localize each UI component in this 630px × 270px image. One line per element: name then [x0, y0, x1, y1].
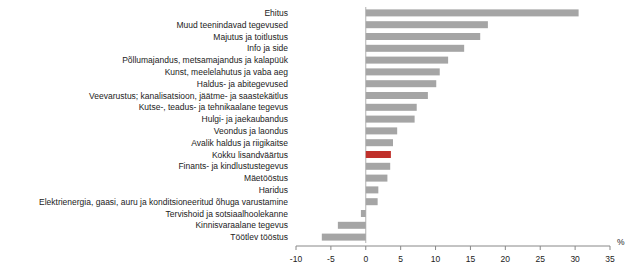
category-label: Kinnisvaraalane tegevus	[195, 220, 288, 230]
bar	[366, 80, 436, 87]
category-label: Kutse-, teadus- ja tehnikaalane tegevus	[139, 102, 288, 112]
x-tick	[610, 246, 611, 250]
bar	[322, 234, 366, 241]
x-tick-label: 15	[466, 254, 476, 264]
bar	[366, 57, 448, 64]
x-tick	[365, 246, 366, 250]
category-label: Ehitus	[264, 8, 288, 18]
bar	[366, 68, 440, 75]
x-tick	[470, 246, 471, 250]
category-label: Veevarustus; kanalisatsioon, jäätme- ja …	[89, 91, 288, 101]
category-label: Mäetööstus	[244, 173, 288, 183]
x-tick-label: 0	[363, 254, 368, 264]
x-tick	[540, 246, 541, 250]
category-label: Info ja side	[247, 43, 288, 53]
category-label: Veondus ja laondus	[214, 126, 288, 136]
x-tick-label: -10	[290, 254, 303, 264]
category-label: Haldus- ja abitegevused	[197, 79, 288, 89]
category-label: Põllumajandus, metsamajandus ja kalapüük	[122, 55, 289, 65]
x-tick	[330, 246, 331, 250]
category-label: Elektrienergia, gaasi, auru ja konditsio…	[39, 197, 288, 207]
x-axis	[296, 246, 610, 247]
bar	[366, 186, 379, 193]
x-tick	[505, 246, 506, 250]
bar	[366, 175, 388, 182]
category-label: Hulgi- ja jaekaubandus	[202, 114, 288, 124]
x-tick-label: 35	[605, 254, 615, 264]
category-label: Avalik haldus ja riigikaitse	[191, 138, 288, 148]
zero-line	[365, 7, 366, 243]
x-tick-label: 30	[570, 254, 580, 264]
category-label: Haridus	[259, 185, 288, 195]
bar	[338, 222, 366, 229]
category-label: Kokku lisandväärtus	[212, 150, 288, 160]
category-label: Muud teenindavad tegevused	[176, 20, 288, 30]
category-label: Finants- ja kindlustustegevus	[178, 161, 288, 171]
x-tick	[296, 246, 297, 250]
chart: Ehitus Muud teenindavad tegevused Majutus …	[0, 0, 630, 270]
category-label: Tervishoid ja sotsiaalhoolekanne	[166, 209, 289, 219]
bar	[366, 116, 415, 123]
bar	[366, 151, 391, 158]
bar	[366, 9, 579, 16]
bar	[366, 21, 488, 28]
bar	[366, 92, 428, 99]
category-label: Majutus ja toitlustus	[213, 32, 288, 42]
bar	[366, 45, 464, 52]
bar	[361, 210, 366, 217]
x-tick-label: 5	[398, 254, 403, 264]
category-label: Töötlev tööstus	[230, 232, 288, 242]
x-tick-label: -5	[327, 254, 335, 264]
bar	[366, 33, 480, 40]
bar	[366, 163, 390, 170]
category-label: Kunst, meelelahutus ja vaba aeg	[165, 67, 289, 77]
bars	[322, 9, 579, 240]
x-tick-label: 25	[535, 254, 545, 264]
x-tick-label: 10	[431, 254, 441, 264]
x-tick-label: 20	[501, 254, 511, 264]
bar	[366, 139, 393, 146]
x-tick	[575, 246, 576, 250]
x-axis-label: %	[617, 237, 625, 247]
bar	[366, 127, 397, 134]
x-tick	[400, 246, 401, 250]
bar	[366, 198, 378, 205]
x-tick	[435, 246, 436, 250]
bar	[366, 104, 417, 111]
